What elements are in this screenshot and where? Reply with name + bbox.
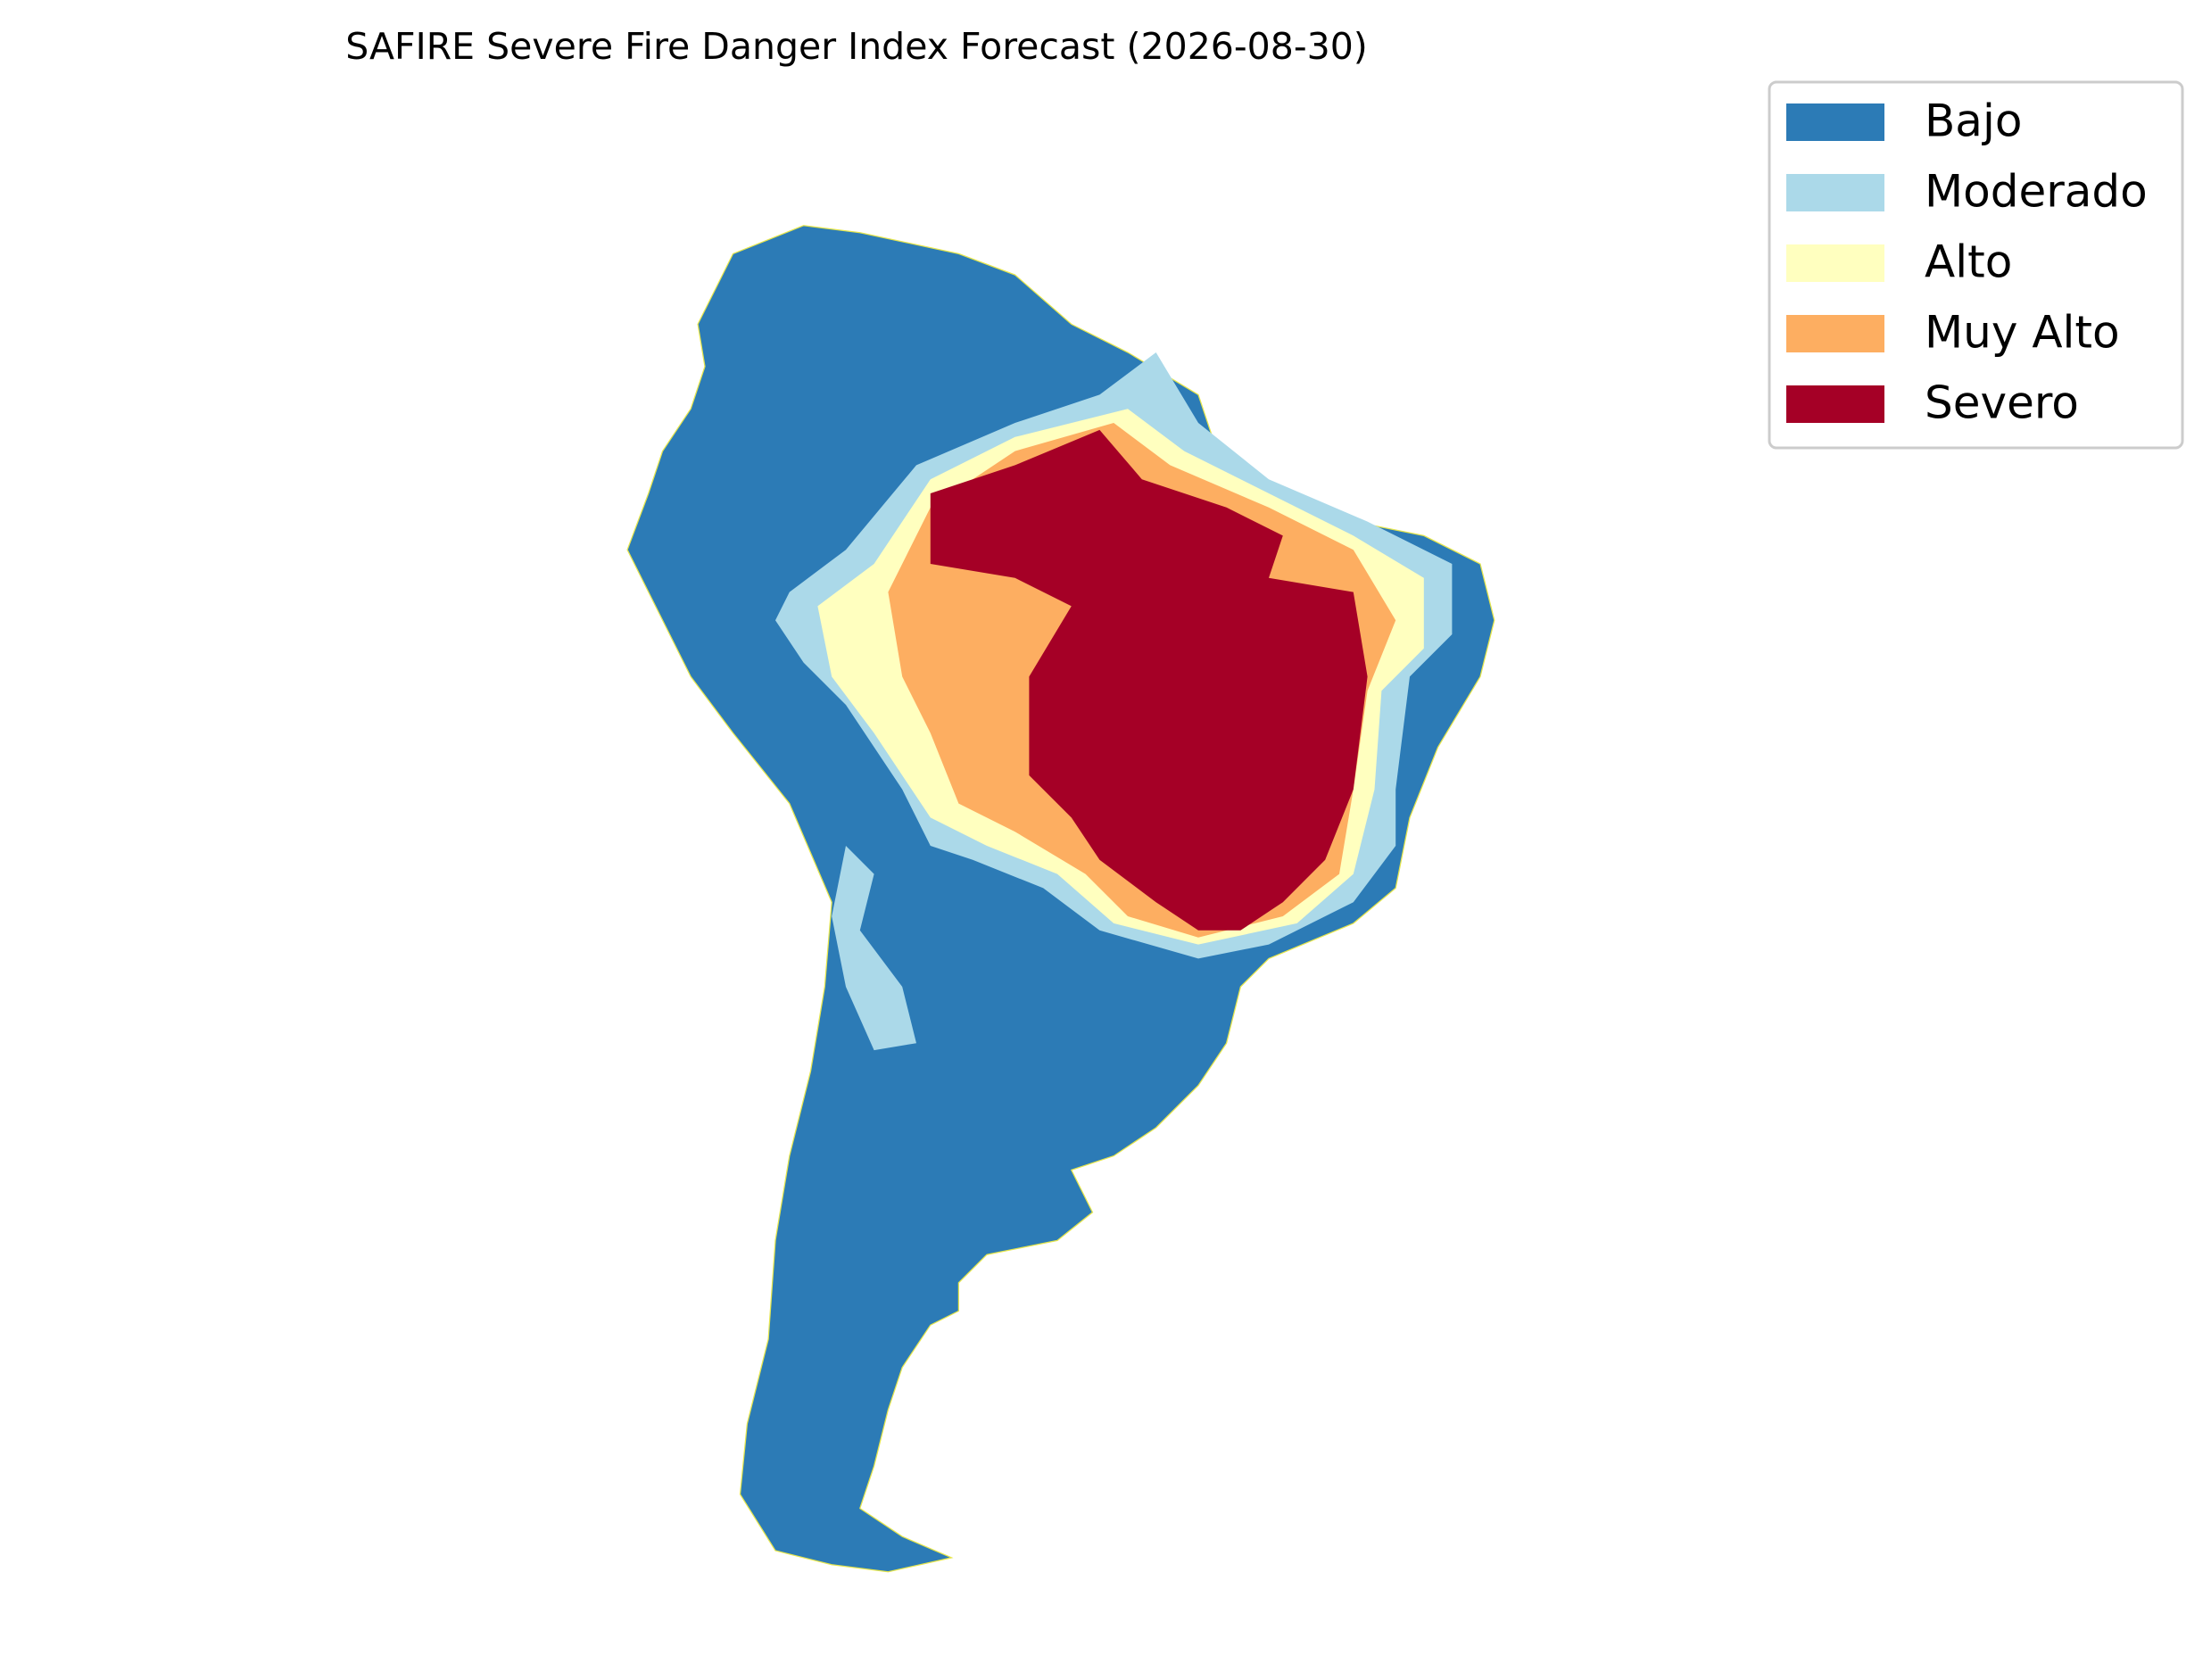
danger-zone bbox=[832, 845, 916, 1051]
legend-swatch bbox=[1786, 174, 1884, 211]
legend-swatch bbox=[1786, 103, 1884, 141]
legend-label: Muy Alto bbox=[1925, 307, 2120, 359]
legend-label: Alto bbox=[1925, 236, 2012, 288]
legend-label: Bajo bbox=[1925, 95, 2022, 147]
legend-box bbox=[1768, 80, 2184, 450]
legend-swatch bbox=[1786, 244, 1884, 282]
legend-swatch bbox=[1786, 385, 1884, 423]
legend-swatch bbox=[1786, 315, 1884, 352]
map bbox=[626, 225, 1495, 1573]
map-title: SAFIRE Severe Fire Danger Index Forecast… bbox=[345, 25, 1368, 68]
legend: Bajo Moderado Alto Muy Alto Severo bbox=[1786, 95, 2148, 429]
legend-label: Severo bbox=[1925, 377, 2079, 429]
legend-label: Moderado bbox=[1925, 166, 2148, 218]
danger-zone bbox=[930, 429, 1368, 931]
